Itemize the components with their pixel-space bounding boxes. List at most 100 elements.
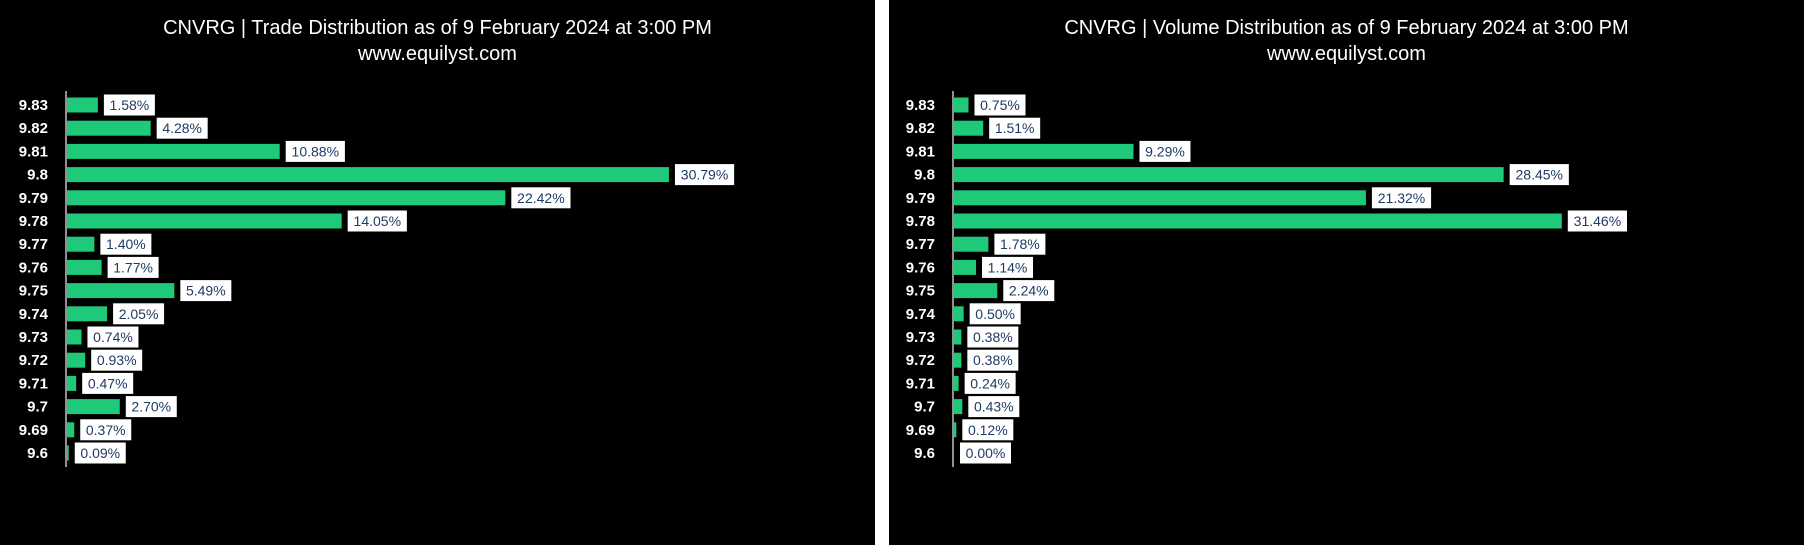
- bar: [954, 329, 962, 345]
- data-label: 0.50%: [975, 306, 1015, 322]
- data-label-box: [285, 140, 345, 162]
- data-label-box: [994, 233, 1046, 255]
- tick-label: 9.77: [19, 236, 48, 253]
- data-label: 9.29%: [1145, 143, 1185, 159]
- data-label: 0.09%: [80, 445, 120, 461]
- data-label: 1.78%: [1000, 236, 1040, 252]
- trade-distribution-panel: CNVRG | Trade Distribution as of 9 Febru…: [0, 0, 875, 545]
- bar: [67, 213, 342, 229]
- data-label: 0.12%: [968, 422, 1008, 438]
- tick-label: 9.81: [19, 143, 48, 160]
- data-label: 4.28%: [162, 120, 202, 136]
- data-label: 0.75%: [980, 97, 1020, 113]
- bar: [954, 306, 964, 322]
- data-label: 22.42%: [517, 190, 564, 206]
- bar: [67, 236, 95, 252]
- data-label-box: [1139, 140, 1191, 162]
- data-label-box: [180, 280, 232, 302]
- data-label-box: [969, 303, 1021, 325]
- data-label: 0.24%: [970, 375, 1010, 391]
- data-label-box: [1003, 280, 1055, 302]
- data-label-box: [74, 442, 126, 464]
- tick-label: 9.8: [27, 167, 48, 184]
- bar: [67, 399, 120, 415]
- tick-label: 9.73: [19, 329, 48, 346]
- tick-label: 9.76: [906, 259, 935, 276]
- data-label: 21.32%: [1378, 190, 1425, 206]
- data-label-box: [103, 94, 155, 116]
- bar: [67, 352, 86, 368]
- bar: [67, 259, 102, 275]
- data-label: 0.38%: [973, 352, 1013, 368]
- data-label-box: [87, 326, 139, 348]
- tick-label: 9.75: [19, 283, 48, 300]
- data-label: 30.79%: [681, 167, 728, 183]
- chart-title: CNVRG | Volume Distribution as of 9 Febr…: [889, 15, 1804, 67]
- tick-label: 9.83: [906, 97, 935, 114]
- tick-label: 9.72: [906, 352, 935, 369]
- data-label-box: [107, 256, 159, 278]
- data-label-box: [100, 233, 152, 255]
- data-label: 2.24%: [1009, 283, 1049, 299]
- bar: [954, 167, 1504, 183]
- data-label-box: [974, 94, 1026, 116]
- tick-label: 9.6: [914, 445, 935, 462]
- tick-label: 9.79: [906, 190, 935, 207]
- data-label-box: [80, 419, 132, 441]
- tick-label: 9.71: [19, 375, 48, 392]
- data-label: 0.74%: [93, 329, 133, 345]
- chart-subtitle: www.equilyst.com: [1267, 43, 1426, 65]
- tick-label: 9.69: [906, 422, 935, 439]
- data-label: 1.58%: [110, 97, 150, 113]
- bar: [67, 97, 98, 113]
- bar: [954, 213, 1562, 229]
- bar: [954, 97, 969, 113]
- bar: [954, 236, 989, 252]
- tick-label: 9.79: [19, 190, 48, 207]
- tick-label: 9.71: [906, 375, 935, 392]
- tick-label: 9.78: [906, 213, 935, 230]
- bar: [954, 190, 1366, 206]
- data-label-box: [1371, 187, 1432, 209]
- bar: [954, 259, 977, 275]
- chart-subtitle: www.equilyst.com: [358, 43, 517, 65]
- data-label-box: [989, 117, 1041, 139]
- data-label-box: [674, 164, 735, 186]
- bar: [67, 329, 82, 345]
- tick-label: 9.77: [906, 236, 935, 253]
- data-label-box: [962, 419, 1014, 441]
- data-label-box: [91, 349, 143, 371]
- bar: [954, 399, 963, 415]
- data-label-box: [156, 117, 208, 139]
- data-label: 1.14%: [988, 259, 1028, 275]
- trade-distribution-chart: 9.83 1.58% 9.82 4.28% 9.81 10.88% 9.8 30.79% 9.7…: [19, 91, 735, 467]
- data-label: 14.05%: [354, 213, 401, 229]
- data-label-box: [960, 442, 1011, 464]
- chart-title-text: CNVRG | Volume Distribution as of 9 Febr…: [1064, 17, 1629, 39]
- data-label: 10.88%: [292, 143, 339, 159]
- data-label: 28.45%: [1516, 167, 1563, 183]
- data-label: 0.00%: [966, 445, 1006, 461]
- tick-label: 9.74: [906, 306, 936, 323]
- bar: [954, 283, 998, 299]
- data-label-box: [964, 372, 1016, 394]
- tick-label: 9.69: [19, 422, 48, 439]
- bar: [67, 445, 69, 461]
- data-label-box: [82, 372, 134, 394]
- tick-label: 9.8: [914, 167, 935, 184]
- data-label: 1.40%: [106, 236, 146, 252]
- volume-distribution-chart: 9.83 0.75%9.82 1.51%9.81 9.29%9.8 28.45%9.79…: [906, 91, 1628, 467]
- tick-label: 9.81: [906, 143, 935, 160]
- data-label-box: [968, 396, 1020, 418]
- data-label-box: [113, 303, 165, 325]
- data-label: 0.38%: [973, 329, 1013, 345]
- bar: [954, 143, 1134, 159]
- data-label: 1.77%: [113, 259, 153, 275]
- data-label-box: [1567, 210, 1628, 232]
- data-label-box: [982, 256, 1034, 278]
- data-label: 31.46%: [1574, 213, 1621, 229]
- data-label-box: [347, 210, 407, 232]
- data-label: 5.49%: [186, 283, 226, 299]
- tick-label: 9.83: [19, 97, 48, 114]
- bar: [67, 120, 151, 136]
